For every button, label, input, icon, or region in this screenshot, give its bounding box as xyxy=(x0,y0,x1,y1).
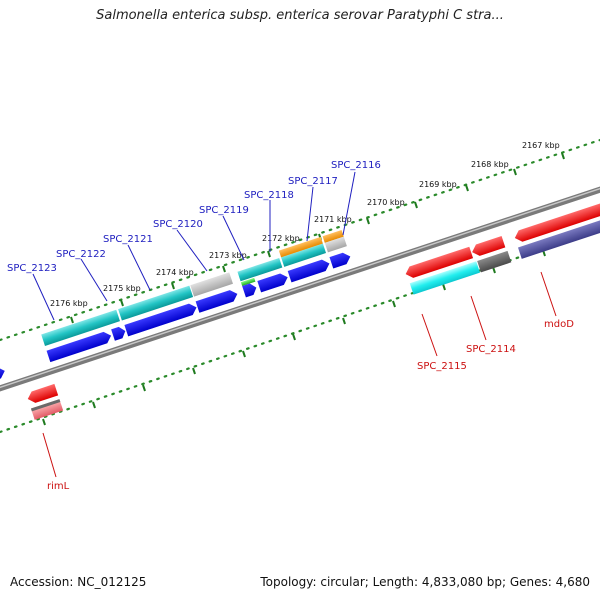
gene-label[interactable]: SPC_2121 xyxy=(103,234,153,245)
gene-block-orange[interactable] xyxy=(322,229,344,243)
gene-block-cyan[interactable] xyxy=(281,243,327,267)
lower-gene-labels: mdoD SPC_2114 SPC_2115 rimL xyxy=(47,319,574,492)
gene-arrow-blue[interactable] xyxy=(242,282,258,298)
ruler-label: 2168 kbp xyxy=(471,160,509,169)
gene-arrow-blue[interactable] xyxy=(0,365,7,383)
gene-arrow-red[interactable] xyxy=(26,383,59,405)
gene-label[interactable]: SPC_2123 xyxy=(7,263,57,274)
gene-arrow-red[interactable] xyxy=(470,236,506,258)
gene-arrow-blue[interactable] xyxy=(111,325,127,341)
ruler-label: 2167 kbp xyxy=(522,141,560,150)
upper-major-ticks xyxy=(70,152,565,324)
gene-arrow-red[interactable] xyxy=(513,203,600,243)
backbone-line xyxy=(0,186,600,392)
gene-arrow-blue[interactable] xyxy=(46,330,113,363)
gene-label[interactable]: SPC_2122 xyxy=(56,249,106,260)
gene-arrow-blue[interactable] xyxy=(195,288,240,313)
gene-arrow-blue[interactable] xyxy=(287,258,332,283)
ruler-label: 2175 kbp xyxy=(103,284,141,293)
gene-label[interactable]: mdoD xyxy=(544,319,574,330)
gene-label[interactable]: SPC_2116 xyxy=(331,160,381,171)
gene-block-brightcyan[interactable] xyxy=(409,261,480,295)
gene-block-cyan[interactable] xyxy=(237,257,283,282)
gene-arrow-blue[interactable] xyxy=(329,251,352,269)
lower-tick-track xyxy=(0,228,600,434)
gene-arrow-blue[interactable] xyxy=(257,272,289,293)
gene-arrow-red[interactable] xyxy=(404,246,474,280)
ruler-label: 2172 kbp xyxy=(262,234,300,243)
gene-label[interactable]: SPC_2118 xyxy=(244,190,294,201)
gene-block-darkgray[interactable] xyxy=(30,399,61,412)
ruler-labels: 2167 kbp 2168 kbp 2169 kbp 2170 kbp 2171… xyxy=(50,141,560,308)
ruler-label: 2169 kbp xyxy=(419,180,457,189)
upper-features xyxy=(0,229,352,383)
accession-text: Accession: NC_012125 xyxy=(10,575,147,589)
gene-block-pink[interactable] xyxy=(30,399,64,420)
ruler-label: 2170 kbp xyxy=(367,198,405,207)
gene-block-cyan[interactable] xyxy=(118,285,194,321)
gene-arrow-blue[interactable] xyxy=(124,302,198,337)
gene-label[interactable]: rimL xyxy=(47,481,70,492)
lower-features xyxy=(26,203,600,420)
backbone-highlight xyxy=(0,187,600,389)
gene-block-purple[interactable] xyxy=(517,218,600,259)
lower-label-leaders xyxy=(42,271,557,478)
ruler-label: 2176 kbp xyxy=(50,299,88,308)
gene-label[interactable]: SPC_2119 xyxy=(199,205,249,216)
upper-tick-track xyxy=(0,138,600,342)
ruler-label: 2173 kbp xyxy=(209,251,247,260)
upper-gene-labels: SPC_2116 SPC_2117 SPC_2118 SPC_2119 SPC_… xyxy=(7,160,381,274)
topology-text: Topology: circular; Length: 4,833,080 bp… xyxy=(260,575,590,589)
map-title: Salmonella enterica subsp. enterica sero… xyxy=(96,8,504,23)
gene-label[interactable]: SPC_2114 xyxy=(466,344,516,355)
gene-block-orange[interactable] xyxy=(278,236,323,258)
upper-label-leaders xyxy=(32,171,356,321)
ruler-label: 2174 kbp xyxy=(156,268,194,277)
gene-block-cyan[interactable] xyxy=(41,309,120,346)
gene-block-green[interactable] xyxy=(240,277,256,287)
ruler-label: 2171 kbp xyxy=(314,215,352,224)
gene-label[interactable]: SPC_2120 xyxy=(153,219,203,230)
gene-label[interactable]: SPC_2117 xyxy=(288,176,338,187)
gene-label[interactable]: SPC_2115 xyxy=(417,361,467,372)
gene-block-gray[interactable] xyxy=(324,236,347,253)
gene-block-gray[interactable] xyxy=(190,272,233,297)
gene-block-darkgray[interactable] xyxy=(477,250,512,273)
